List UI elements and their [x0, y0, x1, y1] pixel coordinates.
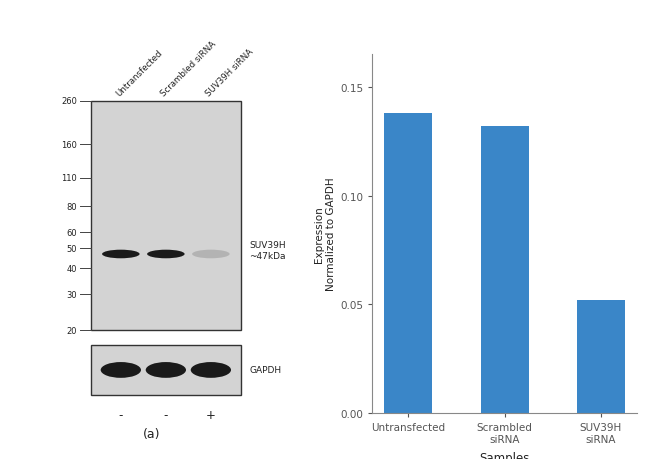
Text: Untransfected: Untransfected: [114, 48, 164, 98]
Text: +: +: [206, 409, 216, 421]
Ellipse shape: [102, 250, 140, 259]
Text: 30: 30: [66, 290, 77, 299]
Text: 60: 60: [66, 228, 77, 237]
Ellipse shape: [147, 250, 185, 259]
Bar: [91, 101, 241, 331]
Text: 160: 160: [61, 140, 77, 150]
Y-axis label: Expression
Normalized to GAPDH: Expression Normalized to GAPDH: [315, 177, 336, 291]
Bar: [91, 345, 241, 395]
Text: 40: 40: [66, 264, 77, 273]
Bar: [384, 114, 432, 413]
Text: Scrambled siRNA: Scrambled siRNA: [159, 39, 218, 98]
Text: 260: 260: [61, 97, 77, 106]
Ellipse shape: [190, 362, 231, 378]
Bar: [480, 127, 528, 413]
Text: -: -: [119, 409, 123, 421]
Text: (a): (a): [143, 427, 161, 440]
Text: -: -: [164, 409, 168, 421]
Text: 50: 50: [66, 244, 77, 253]
Ellipse shape: [146, 362, 186, 378]
Ellipse shape: [192, 250, 229, 259]
Bar: [577, 300, 625, 413]
Text: SUV39H siRNA: SUV39H siRNA: [205, 47, 255, 98]
Text: 110: 110: [61, 174, 77, 183]
Text: 80: 80: [66, 202, 77, 212]
Text: 20: 20: [66, 326, 77, 335]
X-axis label: Samples: Samples: [480, 451, 530, 459]
Ellipse shape: [101, 362, 141, 378]
Text: SUV39H
~47kDa: SUV39H ~47kDa: [249, 241, 286, 261]
Text: GAPDH: GAPDH: [249, 366, 281, 375]
